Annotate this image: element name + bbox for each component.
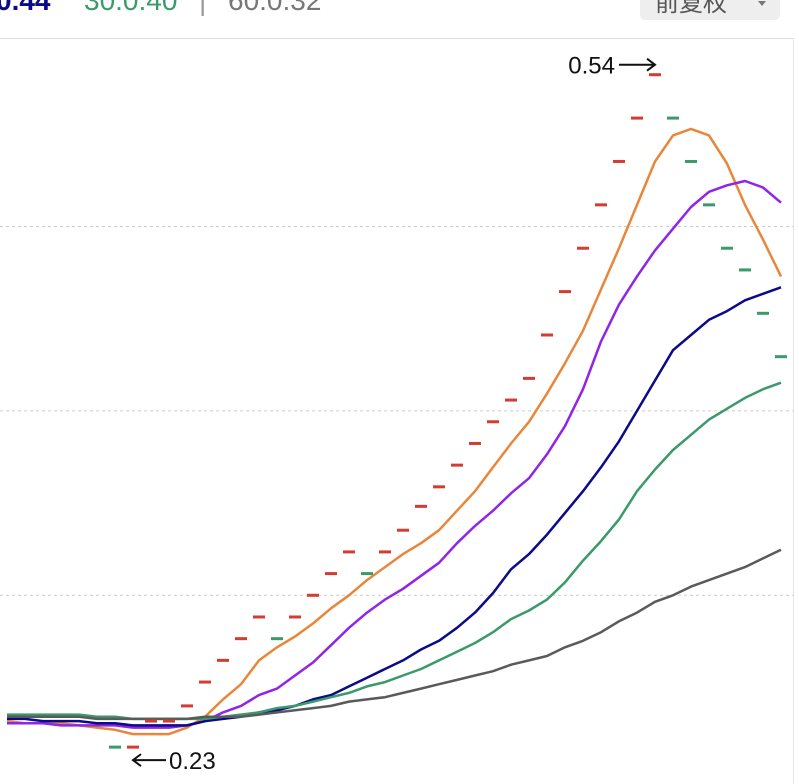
price-mark <box>505 398 517 402</box>
separator: | <box>199 0 206 16</box>
ma-line <box>7 179 782 729</box>
price-mark <box>703 203 715 207</box>
price-mark <box>325 572 337 576</box>
annotation-arrow <box>646 57 657 72</box>
annotation-low: 0.23 <box>169 748 216 775</box>
price-mark <box>433 485 445 489</box>
price-mark <box>271 637 283 641</box>
price-mark <box>253 615 265 619</box>
price-mark <box>649 73 661 77</box>
annotations: 0.54 0.23 <box>131 53 657 775</box>
price-mark <box>397 528 409 532</box>
dropdown-bg[interactable] <box>640 0 780 20</box>
price-mark <box>559 290 571 294</box>
price-mark <box>541 333 553 337</box>
ma-line <box>7 286 782 727</box>
ma-line <box>7 548 782 721</box>
price-mark <box>667 116 679 120</box>
price-mark <box>307 593 319 597</box>
price-mark <box>721 246 733 250</box>
annotation-arrow <box>131 753 142 767</box>
price-mark <box>217 658 229 662</box>
price-mark <box>595 203 607 207</box>
price-mark <box>523 376 535 380</box>
price-mark <box>343 550 355 554</box>
price-mark <box>145 719 157 723</box>
price-mark <box>127 745 139 749</box>
ma-value: 30:0.40 <box>84 0 177 16</box>
price-mark <box>451 463 463 467</box>
price-mark <box>775 355 787 359</box>
price-marks <box>109 73 787 749</box>
price-mark <box>757 311 769 315</box>
price-mark <box>289 615 301 619</box>
price-mark <box>163 719 175 723</box>
price-mark <box>235 637 247 641</box>
price-mark <box>739 268 751 272</box>
price-mark <box>577 246 589 250</box>
price-mark <box>685 159 697 163</box>
ma-value: 60:0.32 <box>228 0 321 16</box>
price-mark <box>613 159 625 163</box>
price-mark <box>487 420 499 424</box>
price-mark <box>415 504 427 508</box>
ma-value: 0.44 <box>0 0 51 16</box>
price-mark <box>109 745 121 749</box>
price-mark <box>199 680 211 684</box>
price-mark <box>379 550 391 554</box>
lines <box>6 127 783 736</box>
dropdown-arrow[interactable] <box>758 1 766 6</box>
price-mark <box>361 572 373 576</box>
adjust-dropdown[interactable]: 前复权 <box>640 0 780 20</box>
price-mark <box>469 441 481 445</box>
price-mark <box>631 116 643 120</box>
dropdown-label[interactable]: 前复权 <box>655 0 727 17</box>
price-mark <box>181 704 193 708</box>
ma-line <box>6 127 783 736</box>
annotation-high: 0.54 <box>568 53 615 80</box>
grid <box>0 226 793 596</box>
